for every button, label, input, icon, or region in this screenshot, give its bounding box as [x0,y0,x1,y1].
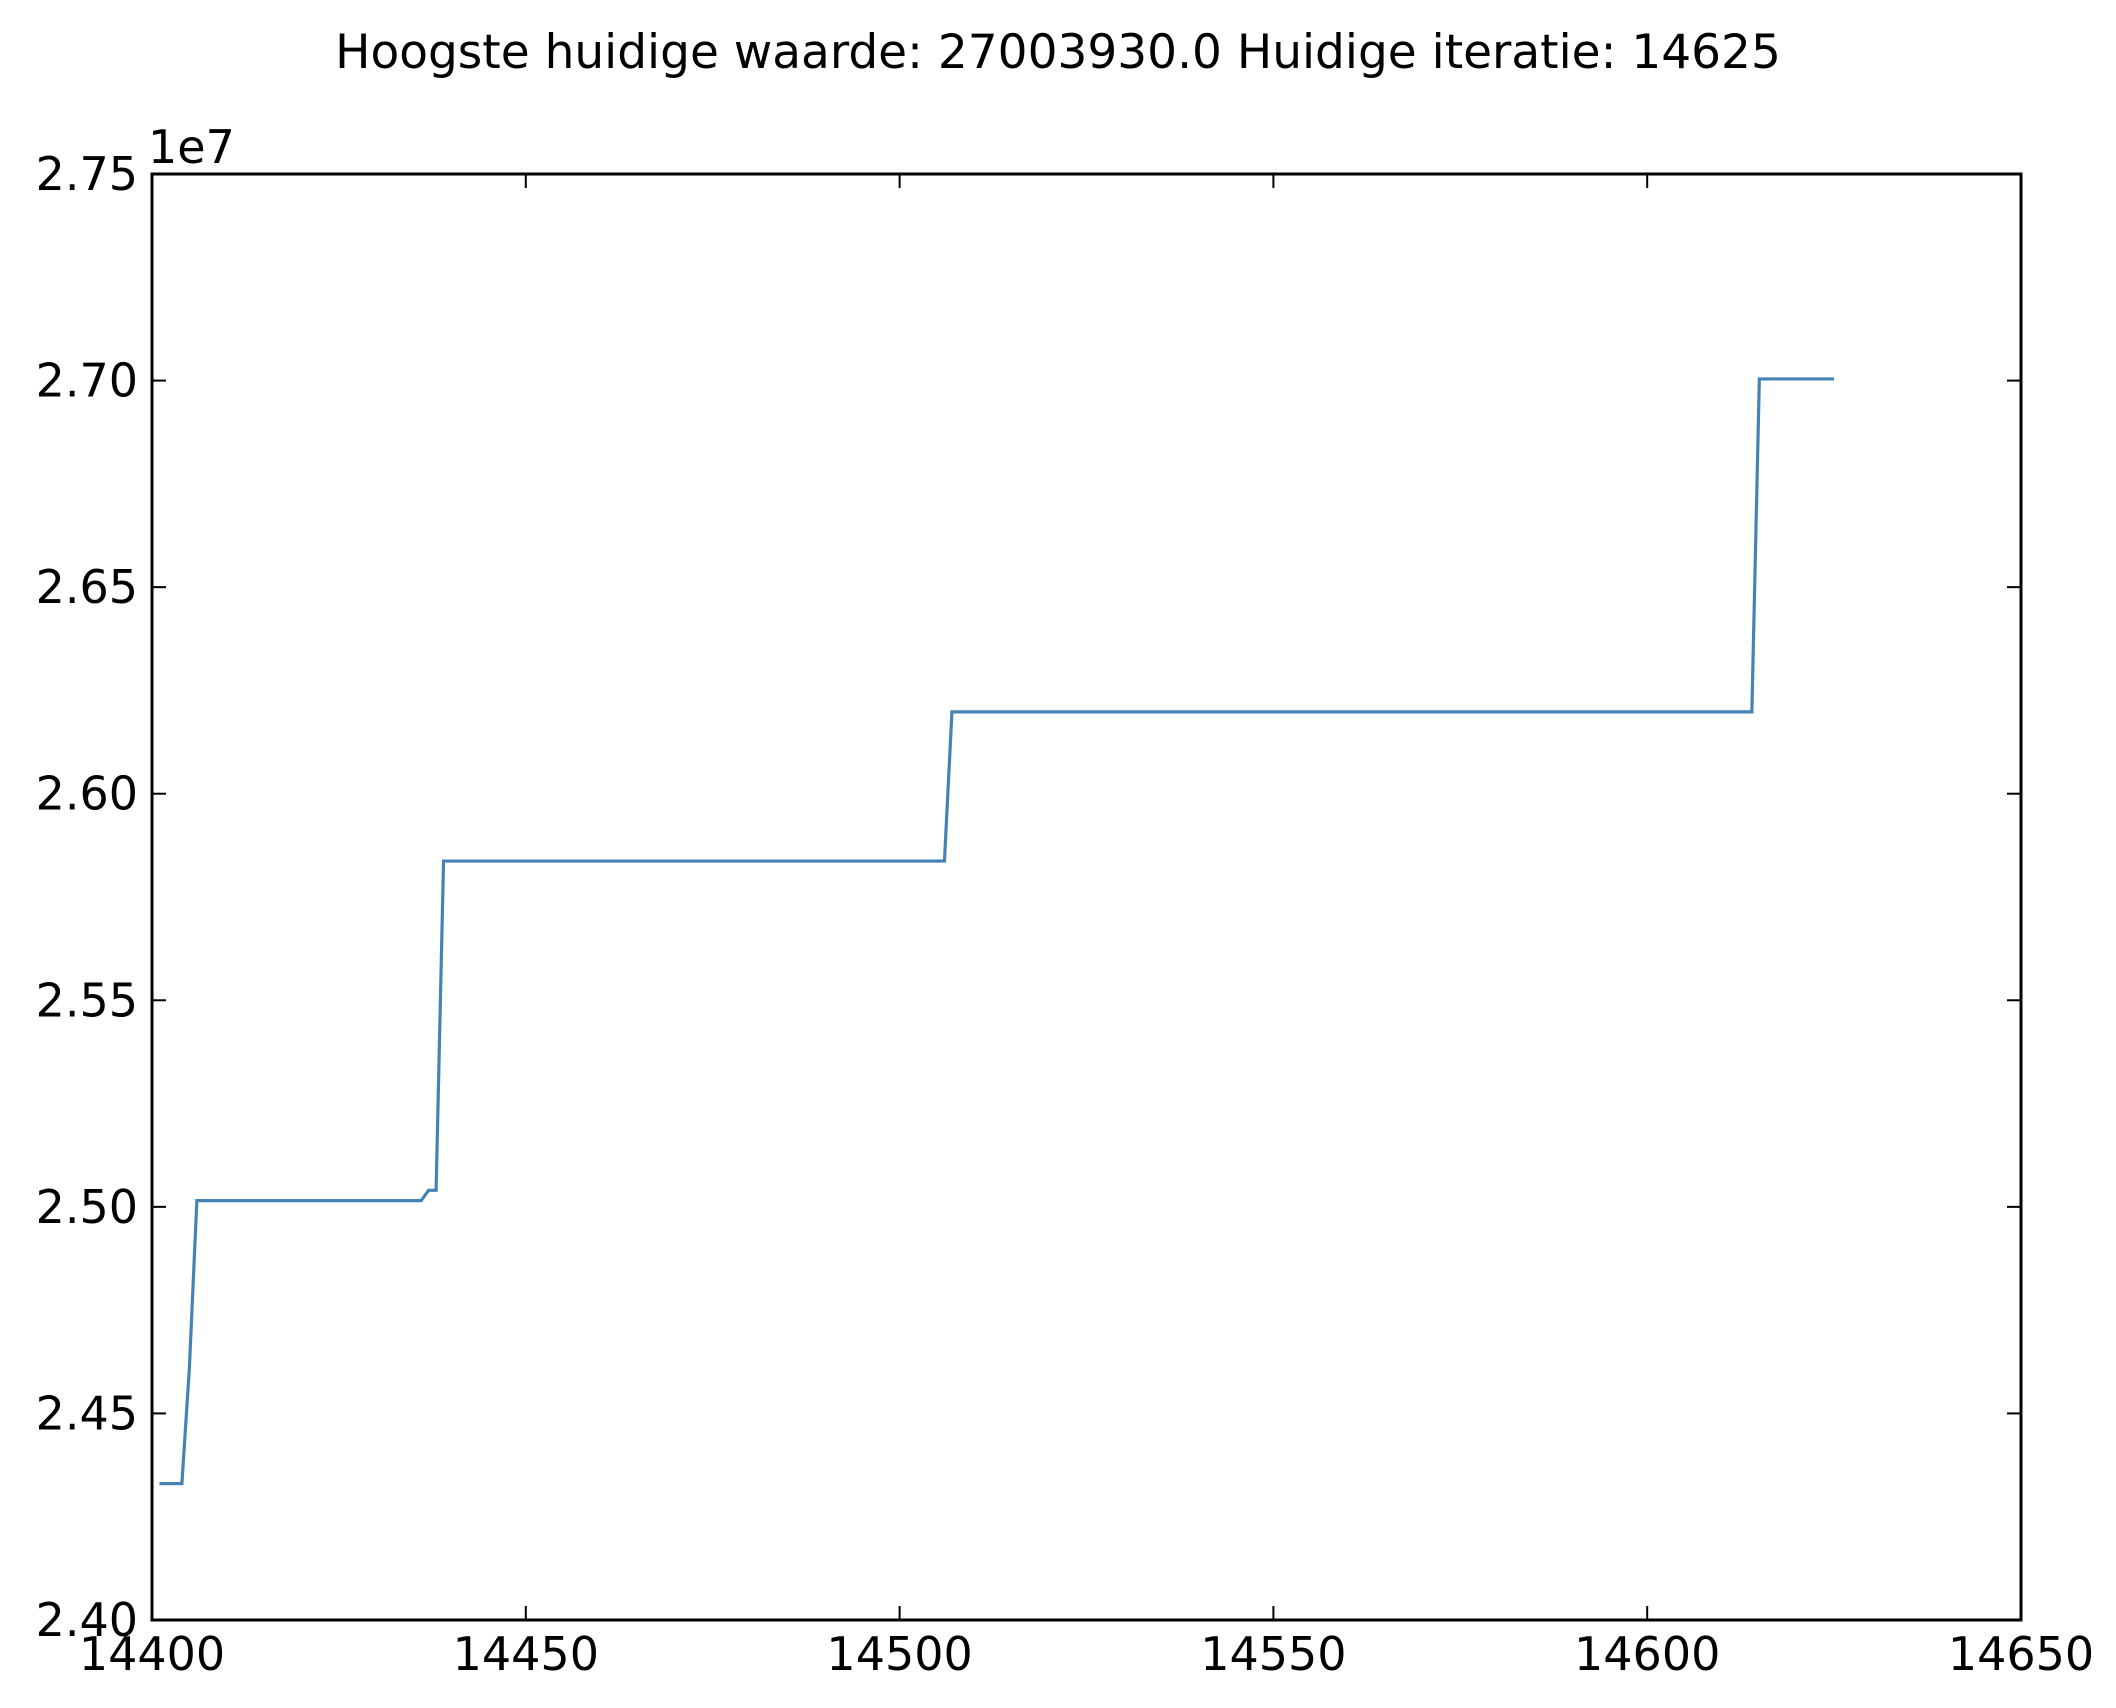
series-line-1 [159,377,1835,1486]
x-tick-label: 14550 [1200,1627,1346,1681]
x-tick-label: 14650 [1948,1627,2094,1681]
y-tick-label: 2.40 [36,1593,138,1647]
chart-title: Hoogste huidige waarde: 27003930.0 Huidi… [335,25,1781,80]
x-tick-label: 14600 [1574,1627,1720,1681]
x-tick-label: 14500 [826,1627,972,1681]
y-axis-offset-label: 1e7 [148,120,235,174]
x-tick-label: 14400 [79,1627,225,1681]
plot-frame [150,172,2023,1622]
y-tick-label: 2.65 [36,560,138,614]
y-tick-label: 2.75 [36,147,138,201]
plot-area: 14400 14450 14500 14550 14600 14650 2.40 2.45 2.… [36,147,2095,1681]
y-tick-label: 2.50 [36,1180,138,1234]
x-tick-label: 14450 [453,1627,599,1681]
y-tick-label: 2.45 [36,1386,138,1440]
y-tick-label: 2.55 [36,973,138,1027]
y-tick-label: 2.70 [36,354,138,408]
y-tick-label: 2.60 [36,767,138,821]
